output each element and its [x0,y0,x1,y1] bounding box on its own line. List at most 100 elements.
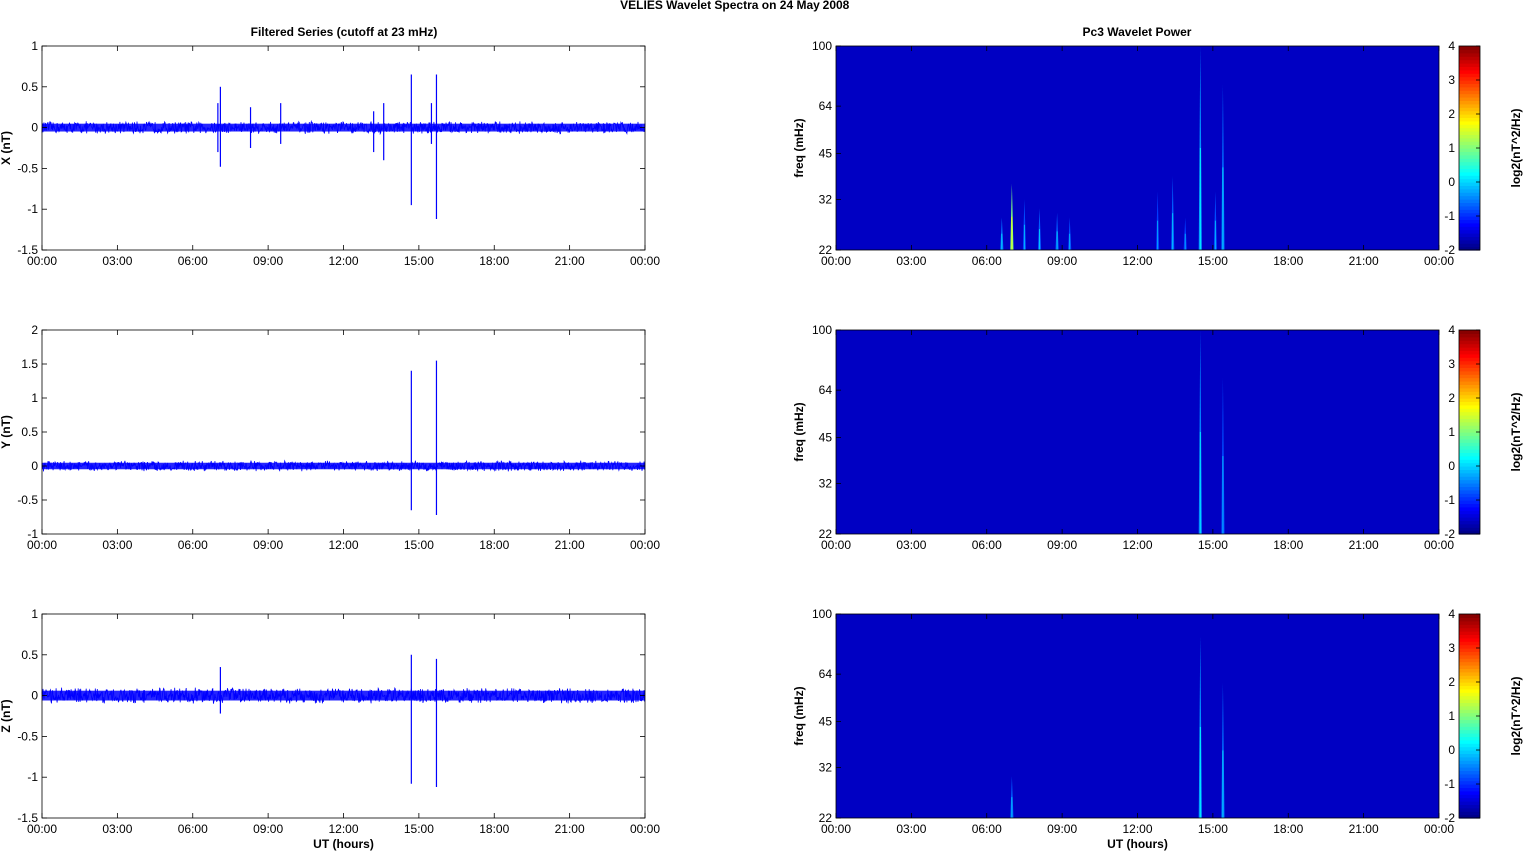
x-tick-label: 06:00 [178,822,208,836]
colorbar-segment [1459,336,1480,341]
colorbar-segment [1459,86,1480,91]
y-tick-label: 22 [819,527,833,541]
colorbar-segment [1459,175,1480,180]
colorbar: -2 -1 0 1 2 3 4 log2(nT^2/Hz) [1444,39,1523,257]
colorbar-segment [1459,726,1480,731]
colorbar-segment [1459,226,1480,231]
x-tick-label: 06:00 [972,822,1002,836]
colorbar-segment [1459,695,1480,700]
colorbar-segment [1459,377,1480,382]
colorbar-segment [1459,637,1480,642]
colorbar-segment [1459,472,1480,477]
wavelet-panel-1: 22 32 45 64 100 freq (mHz) -2 -1 0 1 2 3 4 log2(nT^2/… [792,39,1523,268]
x-tick-label: 15:00 [1198,822,1228,836]
y-tick-label: 45 [819,147,833,161]
x-tick-label: 12:00 [328,254,358,268]
colorbar-segment [1459,80,1480,84]
x-tick-label: 09:00 [253,254,283,268]
colorbar-segment [1459,171,1480,176]
colorbar-tick-label: 2 [1448,391,1455,405]
colorbar-segment [1459,763,1480,768]
colorbar-segment [1459,347,1480,351]
colorbar-segment [1459,739,1480,744]
x-tick-label: 09:00 [253,822,283,836]
x-tick-label: 15:00 [404,254,434,268]
x-tick-label: 18:00 [479,538,509,552]
colorbar-segment [1459,233,1480,237]
colorbar-segment [1459,455,1480,460]
colorbar-segment [1459,52,1480,57]
x-axis-label: UT (hours) [313,837,374,851]
colorbar-segment [1459,360,1480,365]
x-tick-label: 21:00 [555,254,585,268]
colorbar-segment [1459,614,1480,618]
colorbar-segment [1459,56,1480,61]
x-tick-label: 15:00 [404,538,434,552]
x-tick-label: 00:00 [1424,822,1454,836]
series-panel-3: -1.5 -1 -0.5 0 0.5 1 Z (nT) 00:00 03:00 06:00 09:0… [0,607,660,851]
colorbar-segment [1459,682,1480,686]
colorbar-segment [1459,49,1480,54]
x-tick-label: 00:00 [630,822,660,836]
colorbar-tick-label: 3 [1448,73,1455,87]
y-tick-label: 0.5 [21,648,38,662]
colorbar-segment [1459,438,1480,443]
x-tick-label: 03:00 [102,538,132,552]
colorbar-segment [1459,517,1480,521]
x-tick-label: 18:00 [1273,822,1303,836]
x-tick-label: 18:00 [1273,538,1303,552]
colorbar-segment [1459,641,1480,646]
colorbar-segment [1459,333,1480,338]
colorbar-segment [1459,678,1480,683]
colorbar-segment [1459,661,1480,666]
colorbar-segment [1459,134,1480,139]
colorbar-segment [1459,476,1480,481]
x-tick-label: 21:00 [1349,822,1379,836]
x-tick-label: 12:00 [1122,254,1152,268]
colorbar-segment [1459,205,1480,210]
y-axis-label: Z (nT) [0,699,13,732]
colorbar-segment [1459,209,1480,214]
colorbar-segment [1459,100,1480,105]
y-axis-label: freq (mHz) [792,118,806,177]
colorbar-segment [1459,120,1480,125]
colorbar: -2 -1 0 1 2 3 4 log2(nT^2/Hz) [1444,323,1523,541]
colorbar-segment [1459,634,1480,639]
colorbar-tick-label: -2 [1444,243,1455,257]
colorbar-segment [1459,367,1480,372]
figure-title: VELIES Wavelet Spectra on 24 May [620,0,820,12]
colorbar-segment [1459,671,1480,676]
colorbar-segment [1459,144,1480,149]
colorbar-segment [1459,243,1480,248]
colorbar-tick-label: 3 [1448,357,1455,371]
colorbar-segment [1459,222,1480,227]
x-tick-label: 00:00 [1424,538,1454,552]
y-tick-label: 0.5 [21,425,38,439]
colorbar-segment [1459,76,1480,81]
colorbar-tick-label: 1 [1448,141,1455,155]
colorbar-segment [1459,807,1480,812]
colorbar-segment [1459,493,1480,498]
colorbar-segment [1459,503,1480,508]
x-tick-label: 00:00 [27,822,57,836]
panels: -1.5 -1 -0.5 0 0.5 1 X (nT) 00:00 03:00 06:00 09:0… [0,39,1523,851]
colorbar-tick-label: -2 [1444,811,1455,825]
y-tick-label: 45 [819,431,833,445]
colorbar-label: log2(nT^2/Hz) [1509,676,1523,755]
colorbar-segment [1459,617,1480,622]
colorbar-segment [1459,736,1480,741]
colorbar-segment [1459,780,1480,785]
colorbar-tick-label: 1 [1448,425,1455,439]
y-tick-label: -1.5 [17,811,38,825]
colorbar-segment [1459,442,1480,447]
colorbar-segment [1459,719,1480,724]
colorbar-segment [1459,462,1480,467]
y-axis-label: freq (mHz) [792,686,806,745]
colorbar-segment [1459,182,1480,186]
colorbar-segment [1459,151,1480,156]
x-tick-label: 09:00 [253,538,283,552]
colorbar-segment [1459,330,1480,334]
y-tick-label: -0.5 [17,493,38,507]
plot-area [42,46,645,250]
x-tick-label: 21:00 [555,822,585,836]
